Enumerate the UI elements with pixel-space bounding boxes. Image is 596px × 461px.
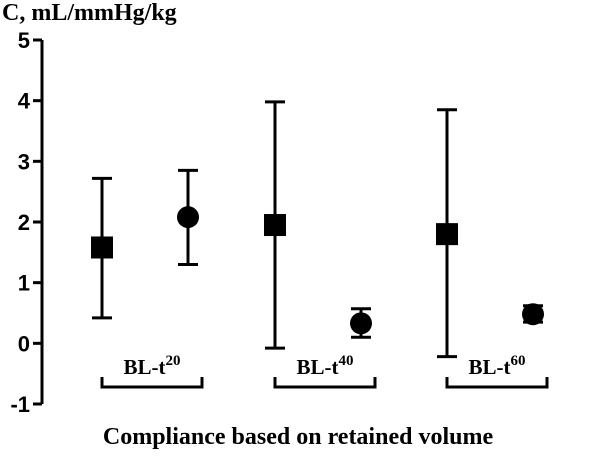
y-tick-label: 5 bbox=[18, 28, 30, 53]
y-tick-label: -1 bbox=[10, 392, 30, 417]
group-label: BL-t40 bbox=[297, 353, 354, 379]
data-point-circle bbox=[522, 303, 544, 326]
y-tick-label: 0 bbox=[18, 331, 30, 356]
group-label: BL-t60 bbox=[469, 353, 526, 379]
data-point-square bbox=[436, 223, 458, 246]
x-axis-label: Compliance based on retained volume bbox=[102, 424, 494, 450]
group-bracket bbox=[273, 377, 377, 389]
data-point-square bbox=[91, 236, 113, 259]
y-tick-label: 4 bbox=[18, 89, 31, 114]
y-tick-label: 3 bbox=[18, 149, 30, 174]
data-point-square bbox=[264, 214, 286, 237]
data-point-circle bbox=[177, 206, 199, 229]
group-label: BL-t20 bbox=[124, 353, 181, 379]
y-tick-label: 2 bbox=[18, 210, 30, 235]
y-tick-label: 1 bbox=[18, 271, 30, 296]
data-point-circle bbox=[350, 312, 372, 335]
group-bracket bbox=[445, 377, 549, 389]
group-bracket bbox=[100, 377, 204, 389]
y-axis-label: C, mL/mmHg/kg bbox=[2, 0, 177, 26]
